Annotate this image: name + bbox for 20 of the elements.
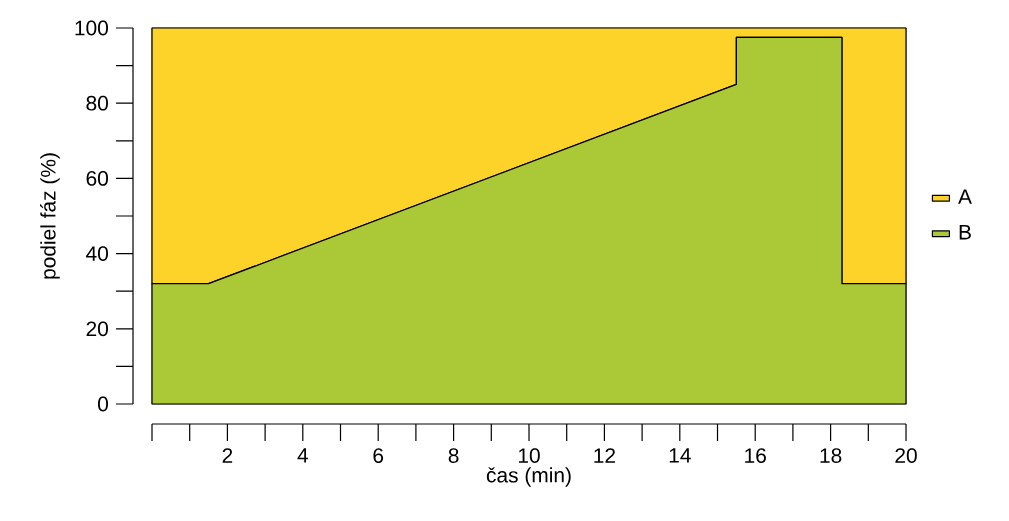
y-tick-label: 40 (86, 246, 108, 261)
y-axis-title: podiel fáz (%) (40, 153, 60, 279)
y-tick-label: 80 (86, 95, 108, 111)
x-tick-label: 4 (297, 448, 308, 463)
y-tick-label: 20 (86, 321, 108, 337)
y-tick-label: 100 (75, 20, 108, 36)
x-tick-label: 14 (669, 448, 691, 463)
x-tick-label: 16 (745, 448, 766, 463)
legend-label: B (959, 224, 971, 240)
x-tick-label: 10 (518, 448, 540, 463)
y-tick-label: 60 (86, 170, 108, 186)
x-tick-label: 6 (373, 448, 384, 463)
y-tick-label: 0 (98, 396, 108, 412)
x-tick-label: 18 (820, 448, 842, 463)
legend-label: A (958, 189, 972, 204)
x-tick-label: 2 (222, 448, 233, 463)
x-axis-title: čas (min) (486, 467, 571, 487)
x-tick-label: 20 (895, 448, 917, 463)
x-tick-label: 8 (448, 448, 459, 463)
x-tick-label: 12 (594, 448, 615, 463)
